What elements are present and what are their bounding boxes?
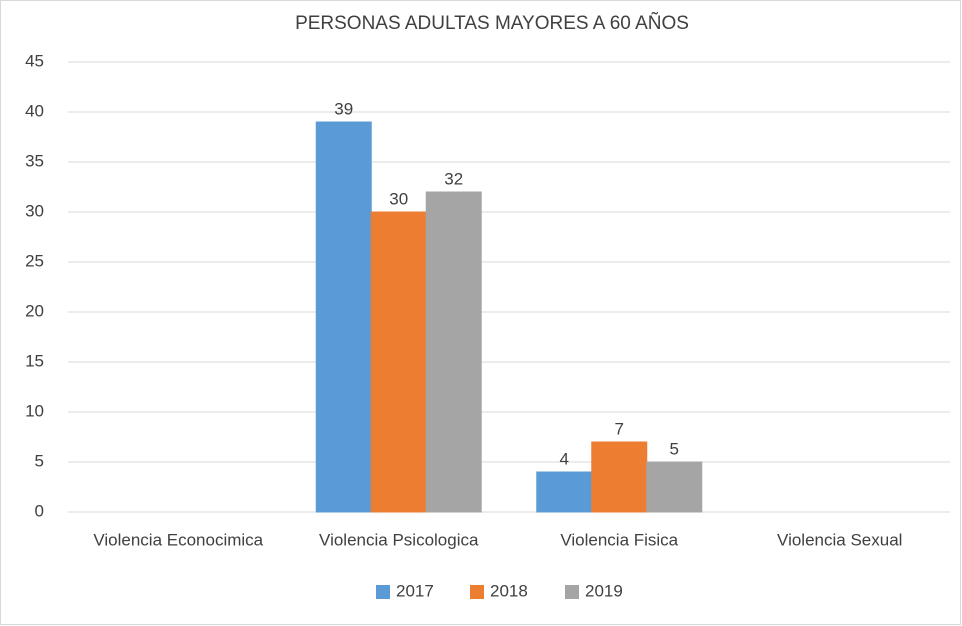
data-label: 30: [389, 189, 408, 208]
y-tick-label: 45: [25, 51, 44, 70]
legend-swatch: [565, 585, 579, 599]
legend-swatch: [470, 585, 484, 599]
data-label: 5: [670, 439, 679, 458]
y-tick-label: 35: [25, 151, 44, 170]
x-tick-label: Violencia Sexual: [777, 530, 902, 549]
bar: [591, 441, 648, 513]
data-label: 7: [615, 419, 624, 438]
bar: [425, 191, 482, 513]
y-tick-label: 0: [35, 501, 44, 520]
x-tick-label: Violencia Econocimica: [93, 530, 263, 549]
bar: [646, 461, 703, 513]
y-tick-label: 5: [35, 451, 44, 470]
data-label: 4: [560, 449, 569, 468]
data-label: 39: [334, 99, 353, 118]
bar: [536, 471, 593, 513]
y-tick-label: 15: [25, 351, 44, 370]
y-tick-label: 10: [25, 401, 44, 420]
bar: [315, 121, 372, 513]
legend-label: 2017: [396, 581, 434, 600]
legend-label: 2019: [585, 581, 623, 600]
chart-title: PERSONAS ADULTAS MAYORES A 60 AÑOS: [295, 12, 689, 34]
y-tick-label: 20: [25, 301, 44, 320]
y-tick-label: 25: [25, 251, 44, 270]
legend-swatch: [376, 585, 390, 599]
data-label: 32: [444, 169, 463, 188]
y-tick-label: 30: [25, 201, 44, 220]
y-tick-label: 40: [25, 101, 44, 120]
legend-label: 2018: [490, 581, 528, 600]
x-tick-label: Violencia Fisica: [560, 530, 678, 549]
bar: [370, 211, 427, 513]
x-tick-label: Violencia Psicologica: [319, 530, 479, 549]
